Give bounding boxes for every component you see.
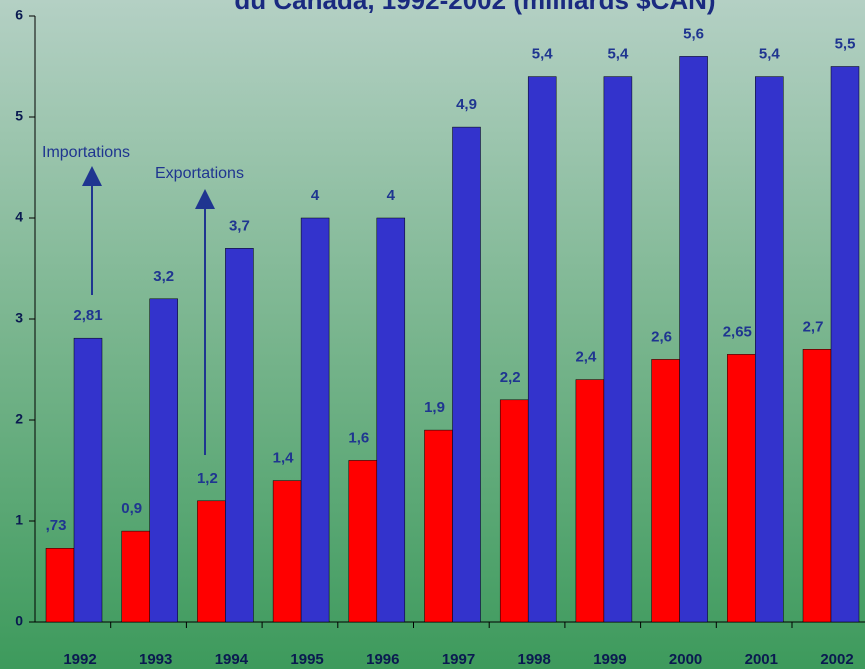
value-label: 5,4 [607,46,629,63]
value-label: 4,9 [456,96,477,113]
value-label: 2,2 [500,369,521,386]
y-tick-label: 1 [15,512,23,528]
bar [424,429,453,623]
bar [727,354,756,623]
value-label: 2,6 [651,328,672,345]
x-tick-label: 1998 [518,651,551,668]
value-label: 5,4 [759,46,781,63]
value-label: 2,7 [803,318,824,335]
x-tick-label: 1993 [139,651,172,668]
value-label: 2,65 [723,323,752,340]
y-tick-label: 5 [15,108,23,124]
bar [121,530,150,623]
arrow-head [195,189,215,209]
y-tick-label: 0 [15,613,23,629]
value-label: 1,9 [424,399,445,416]
value-label: 3,7 [229,217,250,234]
value-label: 0,9 [121,500,142,517]
bar [452,126,481,623]
y-tick-label: 2 [15,411,23,427]
value-label: 4 [387,187,396,204]
x-tick-label: 1997 [442,651,475,668]
bar [755,76,784,623]
bar [651,359,680,623]
x-tick-label: 1995 [290,651,323,668]
value-label: 1,6 [348,429,369,446]
annotation: Importations [42,144,130,161]
value-label: 5,6 [683,25,704,42]
bar [802,349,832,623]
bar [73,337,103,623]
value-label: 4 [311,187,320,204]
bar [499,399,529,623]
bar [830,66,860,623]
x-tick-label: 1992 [63,651,96,668]
value-label: 5,5 [835,35,856,52]
x-tick-label: 2002 [820,651,853,668]
x-tick-label: 2000 [669,651,702,668]
value-label: 1,2 [197,470,218,487]
bar [225,248,254,623]
bar [197,500,226,623]
bar [575,379,605,623]
bar [527,76,557,623]
bar [45,548,75,623]
bar [272,480,302,623]
value-label: 3,2 [153,268,174,285]
chart-title: du Canada, 1992-2002 (milliards $CAN) [234,0,715,15]
y-tick-label: 4 [15,209,23,225]
value-label: 5,4 [532,46,554,63]
bar [679,56,708,623]
bar [149,298,178,623]
x-tick-label: 1994 [215,651,249,668]
bar [300,217,330,623]
arrow-head [82,166,102,186]
value-label: ,73 [46,517,67,534]
y-tick-label: 3 [15,310,23,326]
y-tick-label: 6 [15,7,23,23]
annotation: Exportations [155,165,244,182]
x-tick-label: 1999 [593,651,626,668]
bar [603,76,633,623]
x-tick-label: 1996 [366,651,399,668]
annotations: Importations Exportations [42,144,244,455]
value-label: 1,4 [273,450,295,467]
x-tick-label: 2001 [745,651,778,668]
bar [376,217,406,623]
value-label: 2,81 [73,307,102,324]
value-label: 2,4 [575,349,597,366]
bar [348,460,378,623]
